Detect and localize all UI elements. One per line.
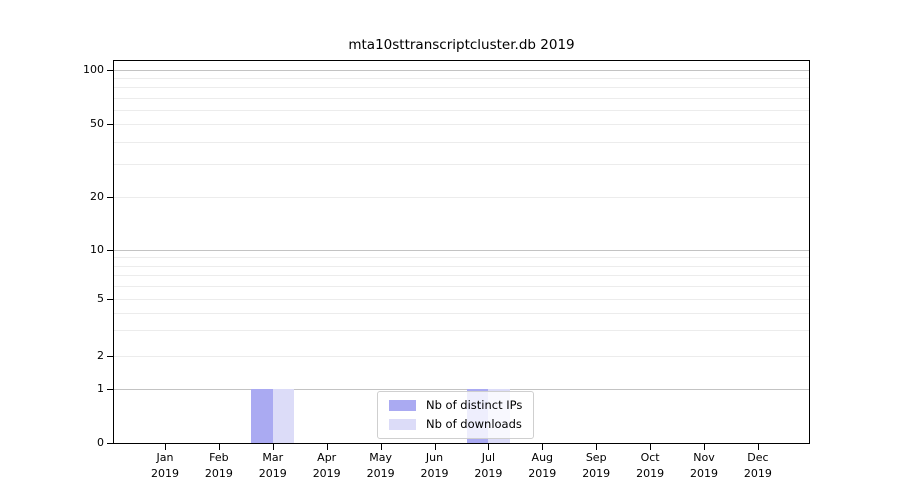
gridline-minor-40 xyxy=(114,141,809,143)
y-tick-mark-10 xyxy=(107,250,113,251)
x-tick-month: Mar xyxy=(262,451,284,464)
gridline-major-1 xyxy=(114,388,809,390)
gridline-major-100 xyxy=(114,70,809,71)
x-tick-mark-jul xyxy=(488,444,490,450)
legend-label: Nb of distinct IPs xyxy=(426,398,523,412)
gridline-minor-70 xyxy=(114,97,809,99)
x-tick-mark-jun xyxy=(434,444,436,450)
x-tick-year: 2019 xyxy=(420,467,449,480)
y-tick-label-5: 5 xyxy=(97,292,104,305)
x-tick-mark-sep xyxy=(596,444,598,450)
x-tick-year: 2019 xyxy=(474,467,503,480)
x-tick-mark-apr xyxy=(326,444,328,450)
y-tick-label-2: 2 xyxy=(97,348,104,362)
y-tick-label-20: 20 xyxy=(90,189,104,203)
x-tick-label-nov: Nov 2019 xyxy=(672,450,736,482)
x-tick-month: Dec xyxy=(747,451,769,464)
x-tick-year: 2019 xyxy=(582,467,611,480)
y-tick-mark-2 xyxy=(107,355,113,357)
x-tick-label-apr: Apr 2019 xyxy=(295,450,359,482)
y-tick-label-50: 50 xyxy=(90,117,104,130)
x-tick-label-jul: Jul 2019 xyxy=(456,450,520,482)
y-tick-mark-1 xyxy=(107,388,113,390)
downloads-swatch xyxy=(389,419,416,430)
y-tick-mark-100 xyxy=(107,70,113,71)
y-tick-mark-50 xyxy=(107,124,113,125)
x-tick-year: 2019 xyxy=(528,467,557,480)
x-tick-year: 2019 xyxy=(690,467,718,480)
gridline-minor-2 xyxy=(114,355,809,357)
gridline-minor-60 xyxy=(114,109,809,111)
gridline-minor-4 xyxy=(114,312,809,314)
x-tick-month: Feb xyxy=(209,451,229,464)
x-tick-month: Jul xyxy=(481,451,496,464)
x-tick-month: Jan xyxy=(156,451,174,464)
x-tick-label-feb: Feb 2019 xyxy=(187,450,251,482)
x-tick-mark-aug xyxy=(542,444,544,450)
x-tick-label-may: May 2019 xyxy=(349,450,413,482)
x-tick-mark-may xyxy=(380,444,382,450)
legend-item-distinct-ips: Nb of distinct IPs xyxy=(389,399,522,412)
x-tick-year: 2019 xyxy=(312,467,341,480)
x-tick-month: Aug xyxy=(531,451,554,464)
y-tick-label-10: 10 xyxy=(90,243,104,256)
x-tick-month: Oct xyxy=(640,451,660,464)
x-tick-label-sep: Sep 2019 xyxy=(564,450,628,482)
gridline-minor-8 xyxy=(114,265,809,267)
y-tick-label-1: 1 xyxy=(97,381,104,395)
y-tick-label-100: 100 xyxy=(83,63,104,76)
gridline-minor-50 xyxy=(114,124,809,125)
x-tick-mark-feb xyxy=(218,444,220,450)
gridline-minor-3 xyxy=(114,330,809,332)
bar-nb-of-downloads-mar xyxy=(272,388,295,443)
y-tick-mark-20 xyxy=(107,196,113,198)
x-tick-mark-nov xyxy=(704,444,705,450)
x-tick-mark-jan xyxy=(165,444,166,450)
gridline-minor-6 xyxy=(114,286,809,288)
y-tick-label-0: 0 xyxy=(97,436,104,449)
gridline-minor-20 xyxy=(114,196,809,198)
x-tick-label-aug: Aug 2019 xyxy=(510,450,574,482)
bar-nb-of-distinct-ips-mar xyxy=(251,388,273,443)
x-tick-label-oct: Oct 2019 xyxy=(618,450,682,482)
x-tick-month: Sep xyxy=(585,451,607,464)
chart-title: mta10sttranscriptcluster.db 2019 xyxy=(348,37,575,53)
gridline-minor-90 xyxy=(114,78,809,80)
x-tick-mark-mar xyxy=(272,444,274,450)
gridline-minor-7 xyxy=(114,275,809,277)
distinct-ips-swatch xyxy=(389,400,416,411)
gridline-minor-5 xyxy=(114,299,809,300)
x-tick-mark-oct xyxy=(650,444,652,450)
gridline-minor-9 xyxy=(114,257,809,259)
x-tick-label-jan: Jan 2019 xyxy=(133,450,197,482)
x-tick-label-mar: Mar 2019 xyxy=(241,450,305,482)
x-tick-year: 2019 xyxy=(258,467,287,480)
y-tick-mark-5 xyxy=(107,299,113,300)
x-tick-month: Nov xyxy=(693,451,715,464)
legend-item-downloads: Nb of downloads xyxy=(389,418,522,431)
gridline-major-10 xyxy=(114,250,809,251)
x-tick-year: 2019 xyxy=(366,467,395,480)
x-tick-label-jun: Jun 2019 xyxy=(403,450,467,482)
y-tick-mark-0 xyxy=(107,443,113,444)
x-tick-year: 2019 xyxy=(636,467,665,480)
gridline-minor-30 xyxy=(114,164,809,166)
x-tick-mark-dec xyxy=(757,444,759,450)
plot-area: Nb of distinct IPs Nb of downloads xyxy=(113,60,810,444)
x-tick-label-dec: Dec 2019 xyxy=(726,450,790,482)
legend-label: Nb of downloads xyxy=(426,417,522,431)
x-tick-month: May xyxy=(369,451,392,464)
x-tick-month: Apr xyxy=(317,451,337,464)
x-tick-month: Jun xyxy=(425,451,444,464)
x-tick-year: 2019 xyxy=(204,467,233,480)
x-tick-year: 2019 xyxy=(743,467,772,480)
x-tick-year: 2019 xyxy=(151,467,179,480)
gridline-minor-80 xyxy=(114,87,809,89)
legend: Nb of distinct IPs Nb of downloads xyxy=(377,391,535,439)
